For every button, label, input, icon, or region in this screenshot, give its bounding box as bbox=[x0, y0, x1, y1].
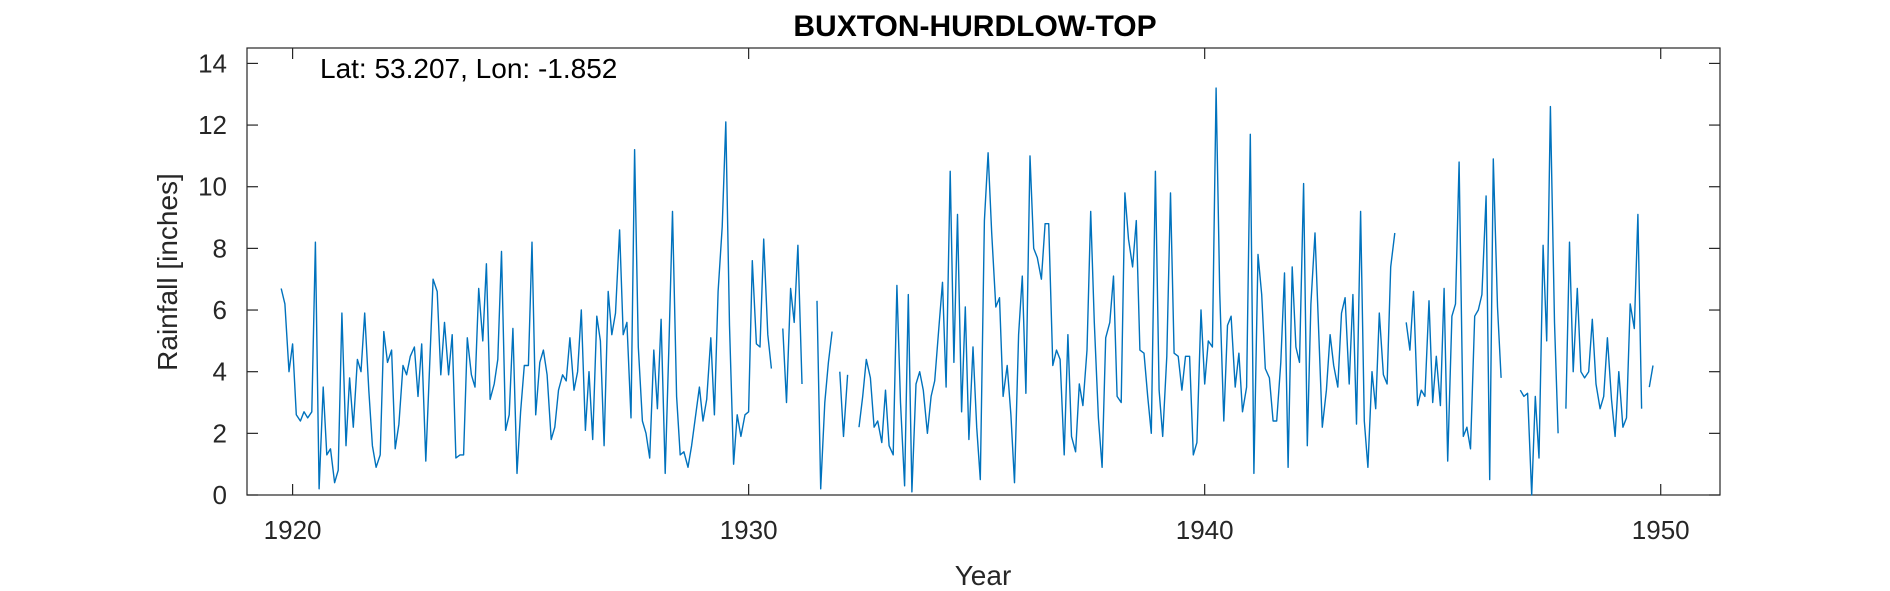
y-tick-label: 12 bbox=[198, 110, 227, 140]
location-annotation: Lat: 53.207, Lon: -1.852 bbox=[320, 53, 617, 84]
y-axis-label: Rainfall [inches] bbox=[152, 173, 183, 371]
y-tick-label: 8 bbox=[213, 233, 227, 263]
x-tick-label: 1950 bbox=[1632, 515, 1690, 545]
x-axis: 1920 1930 1940 1950 bbox=[264, 48, 1690, 545]
y-tick-label: 10 bbox=[198, 172, 227, 202]
y-tick-label: 6 bbox=[213, 295, 227, 325]
y-tick-label: 14 bbox=[198, 48, 227, 78]
data-series bbox=[280, 87, 1654, 496]
x-tick-label: 1930 bbox=[720, 515, 778, 545]
y-tick-label: 4 bbox=[213, 357, 227, 387]
y-tick-label: 2 bbox=[213, 418, 227, 448]
series-line-0 bbox=[280, 87, 1654, 496]
chart-title: BUXTON-HURDLOW-TOP bbox=[793, 10, 1156, 43]
y-tick-label: 0 bbox=[213, 480, 227, 510]
x-axis-label: Year bbox=[955, 560, 1012, 591]
x-tick-label: 1920 bbox=[264, 515, 322, 545]
y-axis: 0 2 4 6 8 10 12 14 bbox=[198, 48, 1720, 510]
x-tick-label: 1940 bbox=[1176, 515, 1234, 545]
